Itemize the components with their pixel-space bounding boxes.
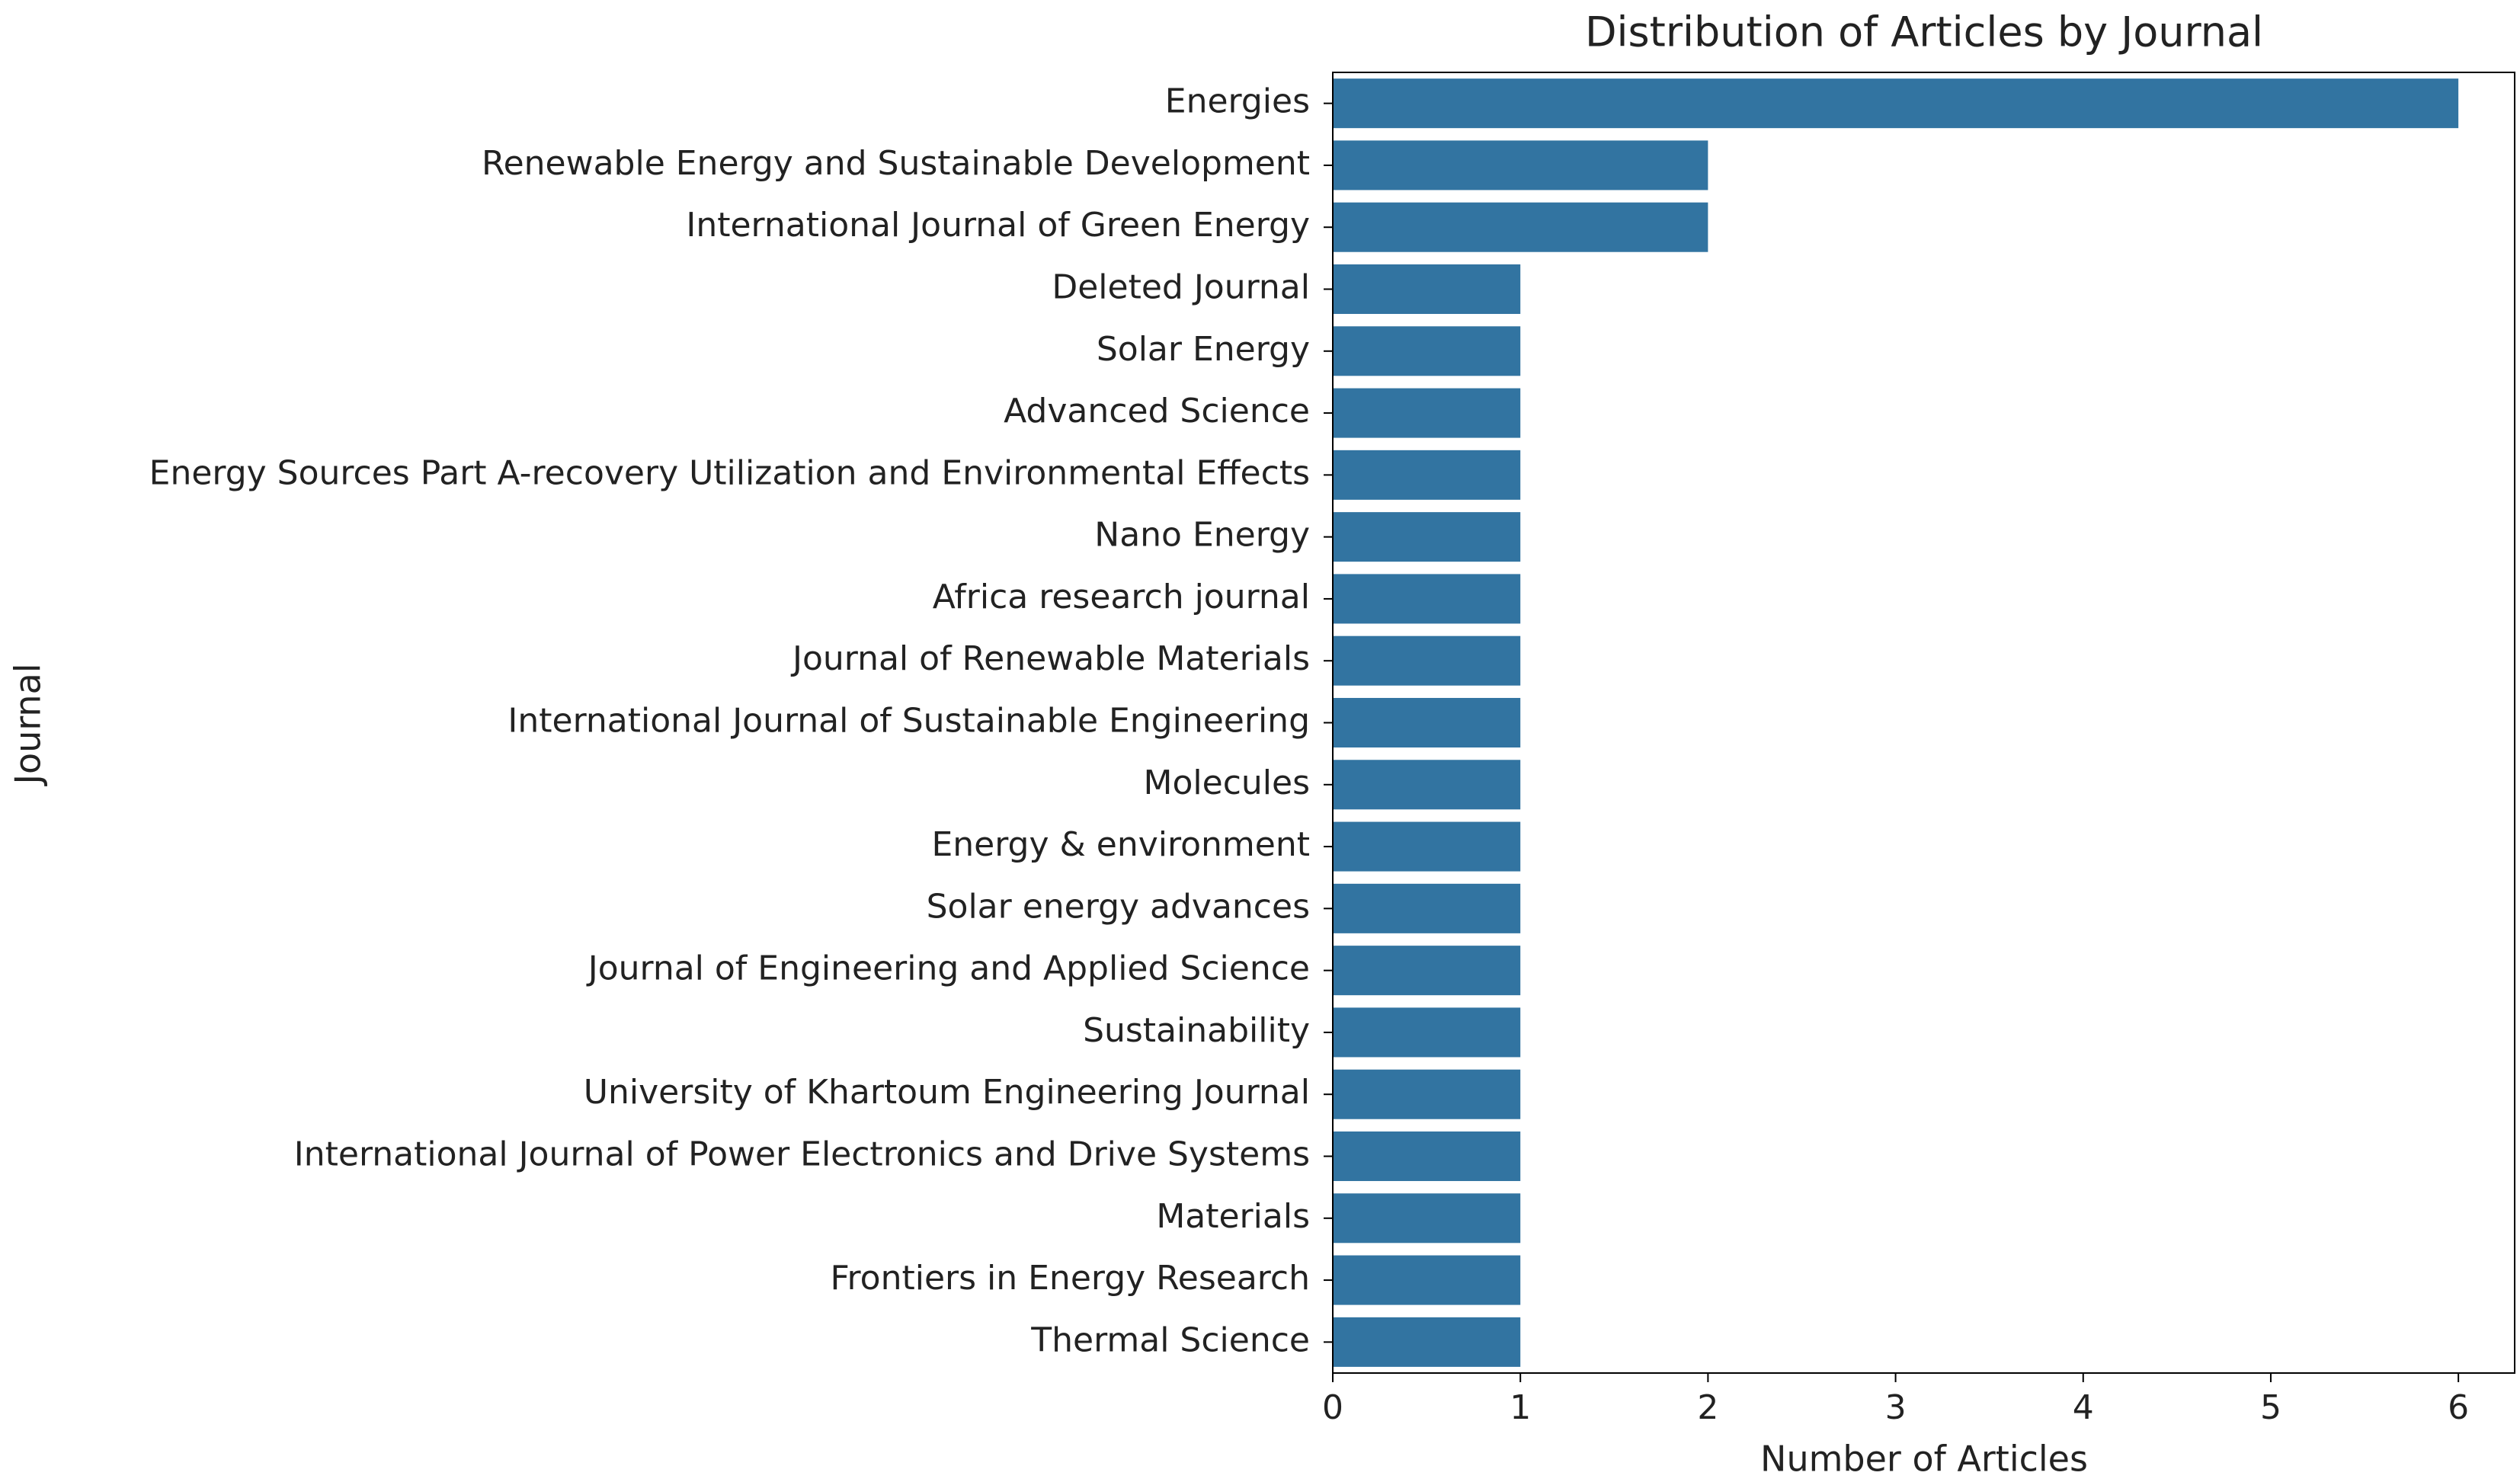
bar <box>1333 1193 1521 1244</box>
y-tick-label: Journal of Renewable Materials <box>790 639 1310 678</box>
bar <box>1333 512 1521 562</box>
x-tick-label: 0 <box>1322 1388 1343 1427</box>
bar <box>1333 202 1708 252</box>
y-tick-label: Advanced Science <box>1004 392 1310 431</box>
y-tick-label: Journal of Engineering and Applied Scien… <box>586 949 1310 988</box>
x-tick-label: 1 <box>1510 1388 1531 1427</box>
y-tick-label: Thermal Science <box>1030 1320 1310 1359</box>
bar <box>1333 635 1521 686</box>
bar <box>1333 1317 1521 1367</box>
y-tick-label: Solar energy advances <box>927 887 1310 926</box>
y-tick-label: Renewable Energy and Sustainable Develop… <box>482 144 1310 183</box>
y-tick-label: Energy Sources Part A-recovery Utilizati… <box>149 453 1310 492</box>
y-tick-label: International Journal of Green Energy <box>686 206 1310 245</box>
bar <box>1333 1069 1521 1119</box>
y-tick-label: Nano Energy <box>1094 516 1310 555</box>
y-tick-label: Africa research journal <box>933 578 1310 616</box>
y-tick-label: Molecules <box>1144 763 1310 802</box>
y-tick-label: Energies <box>1165 82 1310 121</box>
y-tick-label: Solar Energy <box>1097 330 1310 369</box>
bar <box>1333 326 1521 376</box>
bar <box>1333 697 1521 748</box>
y-tick-label: Sustainability <box>1083 1011 1310 1050</box>
bar <box>1333 760 1521 810</box>
bar <box>1333 78 2459 129</box>
bar <box>1333 1131 1521 1182</box>
x-tick-label: 2 <box>1697 1388 1718 1427</box>
y-tick-label: University of Khartoum Engineering Journ… <box>584 1073 1310 1112</box>
bar <box>1333 1007 1521 1058</box>
x-tick-label: 3 <box>1885 1388 1907 1427</box>
y-tick-label: International Journal of Power Electroni… <box>294 1135 1310 1174</box>
bar <box>1333 140 1708 190</box>
bar <box>1333 946 1521 996</box>
bar <box>1333 883 1521 933</box>
bar <box>1333 821 1521 872</box>
bar <box>1333 450 1521 500</box>
axes-frame <box>1332 72 2515 1374</box>
bar <box>1333 1255 1521 1305</box>
y-tick-label: Energy & environment <box>931 825 1310 864</box>
x-axis-label: Number of Articles <box>1760 1439 2088 1480</box>
y-axis-label: Journal <box>8 663 49 786</box>
y-tick-label: Frontiers in Energy Research <box>830 1259 1310 1298</box>
x-tick-label: 5 <box>2260 1388 2281 1427</box>
bar <box>1333 264 1521 315</box>
x-tick-label: 6 <box>2448 1388 2469 1427</box>
bar <box>1333 574 1521 624</box>
y-tick-label: International Journal of Sustainable Eng… <box>508 702 1310 741</box>
chart-title: Distribution of Articles by Journal <box>1585 8 2263 56</box>
bar <box>1333 388 1521 438</box>
y-tick-label: Deleted Journal <box>1052 268 1310 307</box>
y-tick-label: Materials <box>1156 1197 1310 1236</box>
x-tick-label: 4 <box>2073 1388 2094 1427</box>
